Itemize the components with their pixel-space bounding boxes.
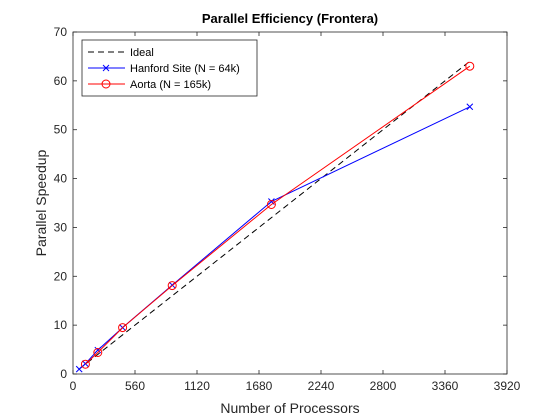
series-line-aorta-n-165k [85, 65, 471, 365]
data-point-hanford-site-n-64k [466, 103, 474, 111]
data-point-aorta-n-165k [266, 199, 276, 209]
x-tick-label: 560 [125, 379, 145, 393]
x-tick-label: 0 [70, 379, 77, 393]
y-tick-label: 0 [60, 367, 67, 381]
data-point-aorta-n-165k [80, 359, 90, 369]
y-tick-label: 60 [54, 74, 68, 88]
data-point-aorta-n-165k [167, 281, 177, 291]
chart-title: Parallel Efficiency (Frontera) [202, 11, 378, 26]
legend-marker-hanford-site-n-64k [102, 64, 110, 72]
x-tick-label: 1680 [246, 379, 273, 393]
data-point-aorta-n-165k [465, 61, 475, 71]
y-axis-label: Parallel Speedup [33, 149, 49, 256]
y-tick-label: 70 [54, 25, 68, 39]
series-aorta-n-165k [80, 61, 475, 369]
x-tick-label: 2240 [308, 379, 335, 393]
y-tick-label: 10 [54, 318, 68, 332]
data-point-aorta-n-165k [93, 348, 103, 358]
legend-items: Ideal Hanford Site (N = 64k) Aorta (N = 16… [88, 47, 240, 91]
x-tick-label: 1120 [184, 379, 210, 393]
ticks-layer: 0 560 1120 1680 2240 2800 3360 3920 0 10 20 30 40 50 6… [54, 25, 521, 393]
legend-item-hanford-site-n-64k: Hanford Site (N = 64k) [88, 63, 240, 75]
legend-label-aorta-n-165k: Aorta (N = 165k) [130, 79, 211, 91]
legend-marker-aorta-n-165k [101, 79, 111, 89]
x-tick-label: 3360 [432, 379, 459, 393]
series-line-ideal [78, 60, 471, 370]
y-tick-label: 30 [54, 220, 68, 234]
legend-item-ideal: Ideal [88, 47, 154, 59]
legend-label-ideal: Ideal [130, 47, 154, 59]
x-axis-label: Number of Processors [220, 400, 359, 416]
y-tick-label: 50 [54, 123, 68, 137]
axes-layer [72, 31, 508, 375]
data-point-aorta-n-165k [118, 323, 128, 333]
legend-label-hanford-site-n-64k: Hanford Site (N = 64k) [130, 63, 240, 75]
x-tick-label: 3920 [494, 379, 521, 393]
legend: Ideal Hanford Site (N = 64k) Aorta (N = 16… [81, 39, 258, 97]
series-ideal [78, 60, 471, 370]
data-point-hanford-site-n-64k [75, 365, 83, 373]
y-tick-label: 40 [54, 172, 68, 186]
x-tick-label: 2800 [370, 379, 397, 393]
data-point-hanford-site-n-64k [94, 346, 102, 354]
series-layer [75, 60, 475, 373]
axes-box [72, 31, 508, 375]
legend-item-aorta-n-165k: Aorta (N = 165k) [88, 79, 211, 91]
y-tick-label: 20 [54, 269, 68, 283]
